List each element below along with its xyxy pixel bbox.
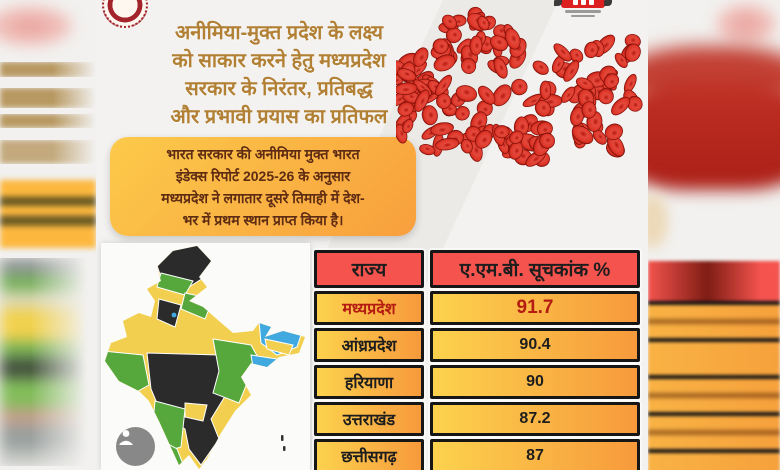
state-name: हरियाणा xyxy=(314,365,424,399)
title-line: अनीमिया-मुक्त प्रदेश के लक्ष्य xyxy=(175,22,383,44)
amb-value: 90 xyxy=(430,365,640,399)
header-state: राज्य xyxy=(314,250,424,288)
blur-text-band xyxy=(0,114,96,128)
amb-value: 90.4 xyxy=(430,328,640,362)
amb-value: 87 xyxy=(430,439,640,470)
table-row: आंध्रप्रदेश 90.4 xyxy=(314,328,646,362)
logo-wing-icon xyxy=(604,0,612,6)
poster-title: अनीमिया-मुक्त प्रदेश के लक्ष्य को साकार … xyxy=(120,19,438,131)
header-amb-index: ए.एम.बी. सूचकांक % xyxy=(430,250,640,288)
state-name: छत्तीसगढ़ xyxy=(314,439,424,470)
blur-text-band xyxy=(0,140,96,164)
title-line: को साकार करने हेतु मध्यप्रदेश xyxy=(172,50,386,72)
blur-bloodmap-blob xyxy=(648,82,780,190)
title-line: और प्रभावी प्रयास का प्रतिफल xyxy=(170,106,388,128)
poster: अनीमिया-मुक्त प्रदेश के लक्ष्य को साकार … xyxy=(96,0,648,470)
blur-infobox-blob xyxy=(648,194,668,248)
logo-caption-line xyxy=(565,10,601,13)
report-highlight-box: भारत सरकार की अनीमिया मुक्त भारत इंडेक्स… xyxy=(110,137,416,236)
info-line: भर में प्रथम स्थान प्राप्त किया है। xyxy=(182,211,344,228)
logo-caption-line xyxy=(571,14,595,17)
blur-table-bands xyxy=(648,261,780,470)
title-line: सरकार के निरंतर, प्रतिबद्ध xyxy=(185,78,373,100)
india-map-card xyxy=(101,243,310,470)
table-row: छत्तीसगढ़ 87 xyxy=(314,439,646,470)
table-row: उत्तराखंड 87.2 xyxy=(314,402,646,436)
table-header-row: राज्य ए.एम.बी. सूचकांक % xyxy=(314,250,646,288)
info-line: भारत सरकार की अनीमिया मुक्त भारत xyxy=(166,145,360,162)
state-name: मध्यप्रदेश xyxy=(314,291,424,325)
blur-text-band xyxy=(0,62,96,77)
state-name: उत्तराखंड xyxy=(314,402,424,436)
amb-index-table: राज्य ए.एम.बी. सूचकांक % मध्यप्रदेश 91.7… xyxy=(314,250,646,470)
blur-emblem-blob xyxy=(0,6,72,46)
info-line: इंडेक्स रिपोर्ट 2025-26 के अनुसार xyxy=(175,167,351,184)
info-line: मध्यप्रदेश ने लगातार दूसरे तिमाही में दे… xyxy=(161,189,365,206)
blur-text-band xyxy=(0,88,96,108)
left-blur-extension xyxy=(0,0,96,470)
person-avatar-icon xyxy=(116,427,155,466)
blur-map-band xyxy=(0,258,89,466)
logo-wing-icon xyxy=(554,0,562,6)
amb-value: 91.7 xyxy=(430,291,640,325)
amb-value: 87.2 xyxy=(430,402,640,436)
table-row: मध्यप्रदेश 91.7 xyxy=(314,291,646,325)
logo-banner xyxy=(561,0,605,8)
right-blur-extension xyxy=(648,0,780,470)
madhya-pradesh-blood-cells-map xyxy=(396,6,643,167)
blur-infobox-band xyxy=(0,180,96,248)
table-row: हरियाणा 90 xyxy=(314,365,646,399)
blur-logo-blob xyxy=(716,4,776,44)
top-right-logo xyxy=(554,0,612,17)
state-name: आंध्रप्रदेश xyxy=(314,328,424,362)
